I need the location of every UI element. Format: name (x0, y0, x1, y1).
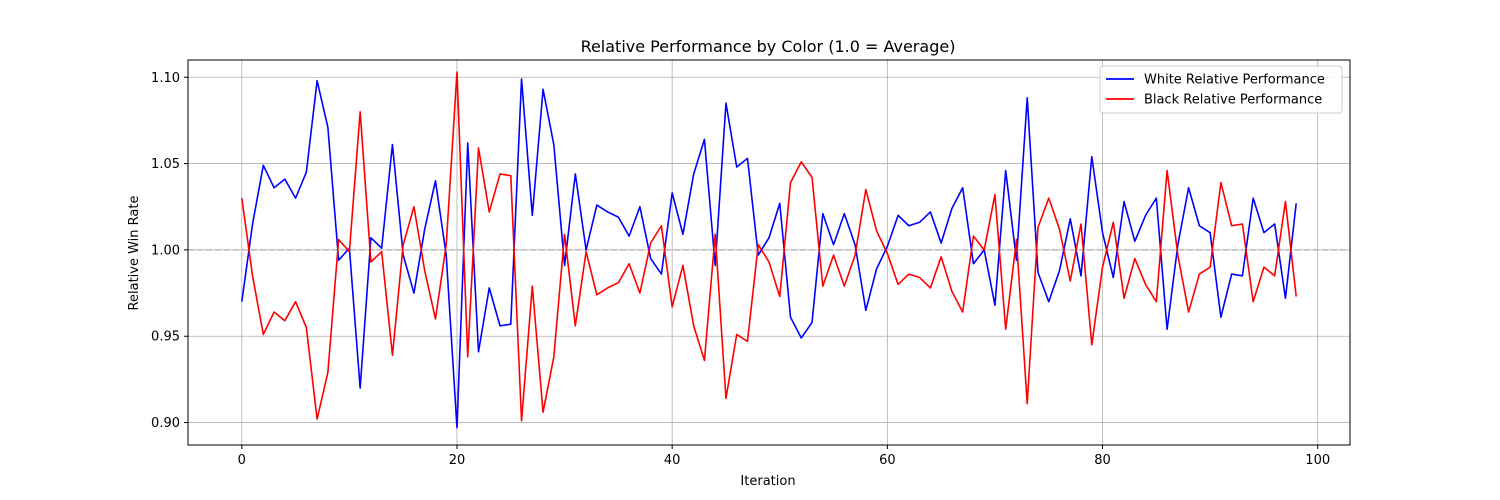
x-tick-label: 100 (1305, 453, 1330, 468)
legend-label-white: White Relative Performance (1144, 73, 1325, 88)
legend-label-black: Black Relative Performance (1144, 93, 1322, 108)
x-tick-label: 60 (879, 453, 896, 468)
y-tick-label: 0.90 (151, 416, 180, 431)
x-tick-label: 20 (449, 453, 466, 468)
y-tick-label: 1.05 (151, 157, 180, 172)
x-tick-label: 80 (1094, 453, 1111, 468)
series-line-black (241, 71, 1297, 422)
x-tick-label: 40 (664, 453, 681, 468)
y-axis-label: Relative Win Rate (127, 196, 142, 311)
legend: White Relative Performance Black Relative… (1099, 65, 1343, 114)
legend-box (1099, 65, 1343, 114)
x-tick-label: 0 (238, 453, 246, 468)
y-tick-label: 1.00 (151, 243, 180, 258)
y-tick-label: 1.10 (151, 71, 180, 86)
y-tick-label: 0.95 (151, 330, 180, 345)
axes-frame (187, 59, 1351, 446)
series-line-white (241, 78, 1297, 429)
x-axis-label: Iteration (740, 474, 795, 489)
chart-title: Relative Performance by Color (1.0 = Ave… (581, 37, 956, 56)
